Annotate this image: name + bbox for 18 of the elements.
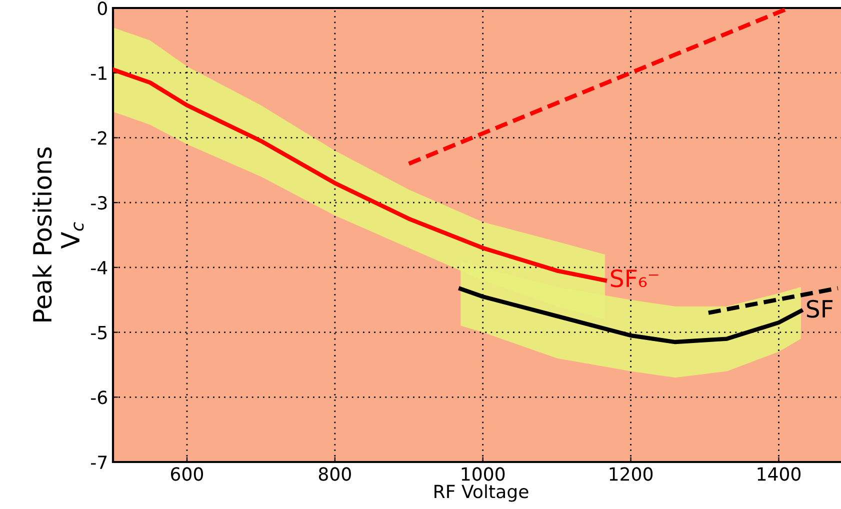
x-tick-label: 600 [171,467,203,481]
y-tick-label: -2 [91,131,106,145]
y-tick-label: -4 [91,261,108,274]
y-tick-label: -3 [91,196,107,210]
x-axis-title: RF Voltage [434,484,528,502]
y-tick-label: -6 [91,390,108,404]
y-tick-label: 0 [98,1,107,16]
annotation: SF [806,300,833,318]
y-tick-label: -5 [91,326,107,340]
x-tick-label: 1400 [758,467,801,481]
annotation: SF₆⁻ [610,269,658,288]
x-tick-label: 800 [318,467,351,481]
x-tick-label: 1200 [610,467,653,481]
line-series [113,68,607,282]
x-tick-label: 1000 [462,467,505,481]
y-axis-title: Peak Positions V$_{c}$ [32,147,84,322]
y-tick-label: -7 [91,456,107,469]
y-tick-label: -1 [91,66,106,80]
